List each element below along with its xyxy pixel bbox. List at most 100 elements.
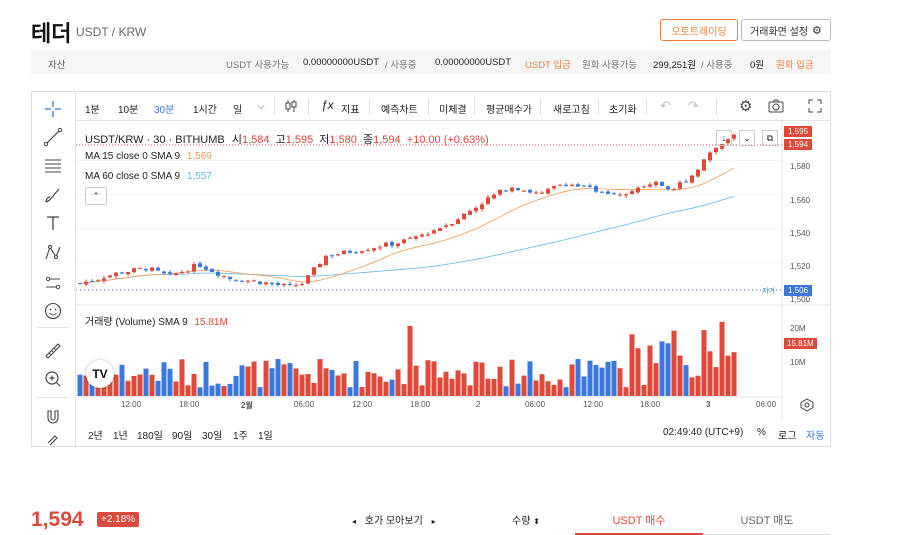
- pattern-icon[interactable]: [43, 243, 63, 263]
- volume-bar: [323, 368, 329, 396]
- candle: [618, 194, 622, 196]
- percent-toggle[interactable]: %: [757, 427, 766, 438]
- collapse-legend-button[interactable]: ⌃: [85, 187, 107, 205]
- fib-lines-icon[interactable]: [43, 155, 63, 175]
- ruler-icon[interactable]: [43, 341, 63, 361]
- range-1d[interactable]: 1일: [258, 431, 273, 442]
- usdt-deposit-link[interactable]: USDT 입금: [525, 60, 571, 71]
- open-value: 1,584: [241, 134, 270, 146]
- volume-legend[interactable]: 거래량 (Volume) SMA 9 15.81M: [85, 313, 228, 328]
- candle: [684, 181, 688, 183]
- candle: [486, 197, 490, 205]
- range-1y[interactable]: 1년: [113, 431, 128, 442]
- prediction-icon[interactable]: [43, 273, 63, 293]
- magnet-icon[interactable]: [43, 407, 63, 427]
- camera-icon[interactable]: [768, 99, 784, 113]
- quantity-sort[interactable]: 수량 ⬍: [512, 512, 540, 527]
- ma15-legend[interactable]: MA 15 close 0 SMA 9 1,569: [85, 151, 212, 162]
- interval-1m[interactable]: 1분: [85, 105, 100, 116]
- axis-settings-icon[interactable]: [800, 398, 814, 412]
- candle: [456, 219, 460, 224]
- candle: [516, 188, 520, 191]
- range-180d[interactable]: 180일: [137, 431, 163, 442]
- pencil-icon[interactable]: [43, 433, 63, 445]
- brush-icon[interactable]: [43, 185, 63, 205]
- crosshair-icon[interactable]: [43, 99, 63, 119]
- auto-trading-button[interactable]: 오토트레이딩: [660, 19, 738, 41]
- ma60-legend[interactable]: MA 60 close 0 SMA 9 1,557: [85, 171, 212, 182]
- emoji-icon[interactable]: [43, 301, 63, 321]
- orderbook-toggle[interactable]: ◂ 호가 모아보기 ▸: [352, 512, 436, 527]
- range-90d[interactable]: 90일: [172, 431, 193, 442]
- volume-bar: [491, 379, 497, 396]
- krw-deposit-link[interactable]: 원화 입금: [776, 60, 814, 71]
- buy-tab[interactable]: USDT 매수: [575, 508, 703, 535]
- indicators-button[interactable]: 지표: [341, 105, 360, 116]
- current-price: 1,594: [31, 508, 84, 531]
- settings-gear-icon[interactable]: ⚙: [739, 98, 753, 115]
- fullscreen-icon[interactable]: [808, 99, 822, 113]
- range-30d[interactable]: 30일: [202, 431, 223, 442]
- collapse-pane-icon[interactable]: ⌄: [739, 130, 755, 146]
- chart-toolbar: 1분 10분 30분 1시간 일 ⌵ ƒx 지표 예측차트 미체결 평균매수가 …: [76, 92, 830, 121]
- volume-bar: [557, 379, 563, 396]
- toolbar-divider: [646, 98, 647, 115]
- volume-bar: [383, 381, 389, 396]
- candle: [174, 273, 178, 276]
- volume-bar: [479, 362, 485, 396]
- redo-icon[interactable]: ↷: [688, 98, 699, 113]
- range-1w[interactable]: 1주: [233, 431, 248, 442]
- interval-30m[interactable]: 30분: [154, 105, 175, 116]
- avg-price-button[interactable]: 평균매수가: [486, 105, 532, 116]
- candle: [336, 254, 340, 256]
- candlestick-icon[interactable]: [284, 99, 298, 113]
- volume-bar: [437, 377, 443, 396]
- trendline-icon[interactable]: [43, 127, 63, 147]
- candle: [276, 282, 280, 286]
- candle: [252, 280, 256, 282]
- screen-settings-button[interactable]: 거래화면 설정 ⚙: [741, 19, 831, 41]
- tradingview-logo[interactable]: TV: [86, 360, 114, 388]
- interval-day[interactable]: 일: [233, 105, 243, 116]
- ma60-line: [79, 195, 735, 284]
- candle: [120, 272, 124, 274]
- time-tick: 18:00: [179, 400, 200, 409]
- candle: [492, 194, 496, 199]
- volume-bar: [617, 368, 623, 396]
- restore-pane-icon[interactable]: ⧉: [762, 130, 778, 146]
- candle: [102, 278, 106, 281]
- volume-bar: [647, 345, 653, 396]
- candle: [354, 252, 358, 254]
- volume-bar: [149, 374, 155, 396]
- indicator-fx-icon[interactable]: ƒx: [321, 98, 334, 112]
- candle: [474, 207, 478, 212]
- forecast-chart-button[interactable]: 예측차트: [381, 105, 418, 116]
- price-tick: 1,560: [790, 196, 811, 205]
- interval-1h[interactable]: 1시간: [193, 105, 217, 116]
- open-orders-button[interactable]: 미체결: [439, 105, 467, 116]
- candle: [108, 275, 112, 278]
- volume-bar: [269, 368, 275, 396]
- asset-bar: 자산 USDT 사용가능 0.00000000USDT / 사용중 0.0000…: [31, 50, 831, 74]
- candle: [636, 187, 640, 193]
- sell-tab[interactable]: USDT 매도: [703, 508, 831, 535]
- chevron-down-icon[interactable]: ⌵: [257, 101, 265, 112]
- reset-button[interactable]: 초기화: [609, 105, 637, 116]
- arrow-down-icon[interactable]: ↓: [716, 130, 732, 146]
- log-toggle[interactable]: 로그: [778, 431, 797, 442]
- auto-toggle[interactable]: 자동: [806, 431, 825, 442]
- volume-bar: [287, 363, 293, 396]
- volume-bar: [671, 330, 677, 396]
- candle: [714, 147, 718, 153]
- volume-bar: [317, 359, 323, 396]
- zoom-in-icon[interactable]: [43, 369, 63, 389]
- range-2y[interactable]: 2년: [88, 431, 103, 442]
- text-tool-icon[interactable]: [43, 213, 63, 233]
- time-axis: 12:00 18:00 2월 06:00 12:00 18:00 2 06:00…: [76, 400, 782, 414]
- interval-10m[interactable]: 10분: [118, 105, 139, 116]
- undo-icon[interactable]: ↶: [660, 98, 671, 113]
- candle: [378, 247, 382, 249]
- candle: [720, 144, 724, 149]
- refresh-button[interactable]: 새로고침: [553, 105, 590, 116]
